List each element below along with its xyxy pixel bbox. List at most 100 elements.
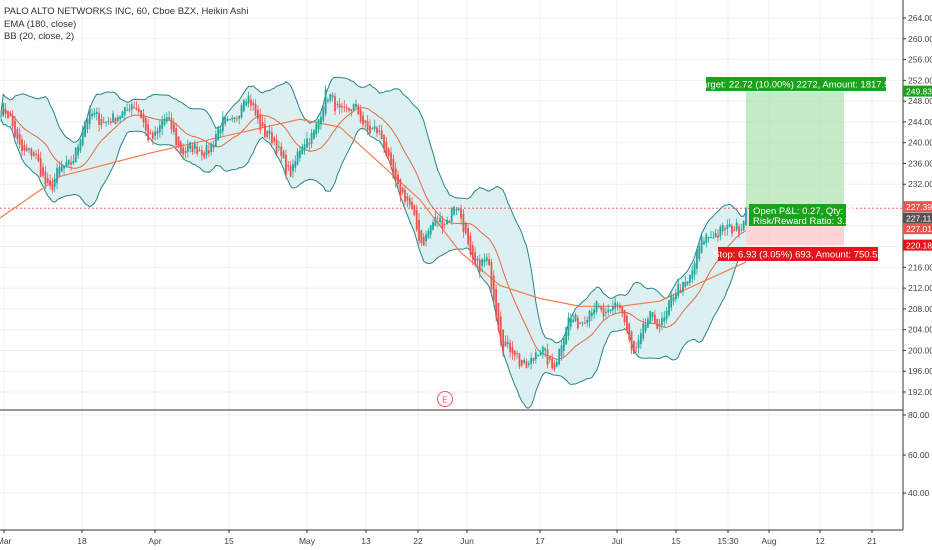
candle-body <box>371 128 374 130</box>
candle-body <box>228 119 231 121</box>
candle-body <box>705 234 708 244</box>
price-tag[interactable] <box>903 85 932 97</box>
price-tag[interactable] <box>903 223 932 235</box>
candle-body <box>226 118 229 121</box>
candle-body <box>401 187 404 193</box>
candle-body <box>338 104 341 108</box>
price-tick-label: 256.00 <box>908 55 932 65</box>
price-tag[interactable] <box>903 239 932 251</box>
candle-body <box>628 323 631 340</box>
candle-body <box>679 290 682 294</box>
lower-tick-label: 60.00 <box>908 450 930 460</box>
candle-body <box>380 130 383 140</box>
candle-body <box>95 111 98 114</box>
candle-body <box>735 222 738 231</box>
candle-body <box>378 130 381 132</box>
ema-indicator-label[interactable]: EMA (180, close) <box>4 18 77 30</box>
candle-body <box>693 263 696 275</box>
candle-body <box>436 221 439 223</box>
candle-body <box>698 246 701 259</box>
candle-body <box>170 118 173 130</box>
candle-body <box>558 348 561 365</box>
price-tag[interactable] <box>903 212 932 224</box>
price-tag[interactable] <box>903 201 932 213</box>
candle-body <box>65 161 68 168</box>
candle-body <box>740 229 743 231</box>
earnings-marker-label[interactable]: E <box>442 395 448 405</box>
candle-body <box>387 148 390 157</box>
candle-body <box>212 144 215 148</box>
price-tick-label: 192.00 <box>908 387 932 397</box>
candle-body <box>523 360 526 363</box>
candle-body <box>98 112 100 125</box>
candle-body <box>359 109 362 122</box>
candle-body <box>719 226 722 237</box>
earnings-marker-circle[interactable] <box>437 391 453 407</box>
candle-body <box>156 130 159 134</box>
candle-body <box>21 139 23 151</box>
candle-body <box>647 318 649 328</box>
candle-body <box>502 329 505 354</box>
candle-body <box>696 249 698 269</box>
lower-tick-label: 40.00 <box>908 488 930 498</box>
candle-body <box>306 138 308 148</box>
price-tick-label: 200.00 <box>908 345 932 355</box>
bb-indicator-label[interactable]: BB (20, close, 2) <box>4 31 75 42</box>
candle-body <box>135 107 138 110</box>
candle-body <box>329 94 332 101</box>
candle-body <box>691 270 694 279</box>
candle-body <box>728 224 731 227</box>
candle-body <box>539 352 542 356</box>
candle-body <box>364 120 367 123</box>
candle-body <box>245 101 248 106</box>
candle-body <box>310 133 313 144</box>
candle-body <box>527 363 530 365</box>
candle-body <box>163 118 166 125</box>
candle-body <box>488 259 491 266</box>
candle-body <box>214 134 217 147</box>
bollinger-bands <box>0 76 747 409</box>
position-zones[interactable] <box>746 91 844 246</box>
candle-body <box>0 115 2 117</box>
candle-body <box>555 362 558 367</box>
candle-body <box>149 132 152 134</box>
candles <box>0 85 747 372</box>
target-zone[interactable] <box>746 91 844 210</box>
candle-body <box>91 113 93 117</box>
candle-body <box>602 308 605 317</box>
target-label: Target: 22.72 (10.00%) 2272, Amount: 181… <box>697 80 895 91</box>
candle-body <box>429 225 432 235</box>
candle-body <box>703 241 705 245</box>
time-tick-label: 22 <box>413 536 423 546</box>
candle-body <box>343 106 346 108</box>
bb-upper-band <box>0 76 747 344</box>
candle-body <box>247 95 250 104</box>
candle-body <box>490 262 493 290</box>
time-tick-label: Jul <box>612 536 623 546</box>
candle-body <box>303 144 306 151</box>
earnings-marker[interactable]: E <box>437 391 453 407</box>
candle-body <box>86 119 89 130</box>
candle-body <box>649 311 652 324</box>
candle-body <box>175 127 178 146</box>
candle-body <box>268 130 271 134</box>
candle-body <box>256 109 259 120</box>
candle-body <box>471 245 474 260</box>
candle-body <box>28 148 30 150</box>
candle-body <box>70 162 72 165</box>
candle-body <box>738 226 740 235</box>
candle-body <box>632 341 635 354</box>
time-tick-label: Mar <box>0 536 11 546</box>
candle-body <box>100 118 103 125</box>
candle-body <box>520 360 523 366</box>
candle-body <box>196 146 199 154</box>
candle-body <box>707 237 710 239</box>
candle-body <box>565 327 568 345</box>
symbol-title[interactable]: PALO ALTO NETWORKS INC, 60, Cboe BZX, He… <box>4 6 249 17</box>
candle-body <box>635 347 638 349</box>
candle-body <box>506 341 509 344</box>
candle-body <box>158 125 161 133</box>
candle-body <box>320 116 322 125</box>
candle-body <box>406 196 409 201</box>
